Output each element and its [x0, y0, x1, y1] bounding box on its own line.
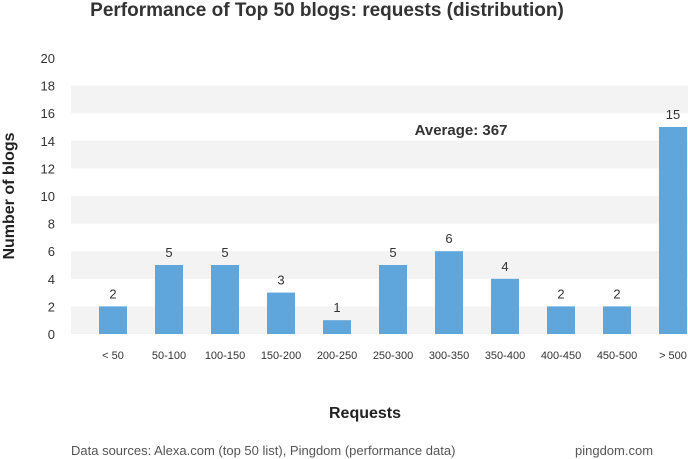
grid-band — [71, 140, 688, 169]
grid-band — [71, 85, 688, 114]
y-tick-label: 2 — [48, 299, 55, 314]
chart-title: Performance of Top 50 blogs: requests (d… — [90, 0, 564, 21]
y-tick-label: 4 — [48, 272, 55, 287]
data-label: 2 — [109, 286, 116, 301]
y-tick-label: 12 — [41, 161, 55, 176]
x-tick-label: 100-150 — [205, 350, 245, 362]
bar — [99, 306, 127, 334]
bar — [603, 306, 631, 334]
x-tick-label: 400-450 — [541, 350, 581, 362]
bar — [435, 251, 463, 334]
data-label: 5 — [221, 245, 228, 260]
bar — [267, 292, 295, 334]
bar — [211, 265, 239, 334]
y-tick-label: 20 — [41, 51, 55, 66]
y-tick-label: 8 — [48, 217, 55, 232]
x-axis-ticks: < 50 50-100 100-150 150-200 200-250 250-300 30… — [102, 350, 687, 362]
brand-label: pingdom.com — [575, 443, 654, 458]
data-label: 3 — [277, 273, 284, 288]
data-label: 2 — [557, 286, 564, 301]
bar — [379, 265, 407, 334]
x-tick-label: 50-100 — [152, 350, 186, 362]
y-tick-label: 16 — [41, 106, 55, 121]
y-tick-label: 10 — [41, 189, 55, 204]
x-tick-label: 200-250 — [317, 350, 357, 362]
y-axis-title: Number of blogs — [1, 132, 18, 259]
data-label: 5 — [389, 245, 396, 260]
x-tick-label: < 50 — [102, 350, 124, 362]
y-tick-label: 0 — [48, 327, 55, 342]
bar — [659, 127, 687, 334]
data-label: 6 — [445, 231, 452, 246]
bar — [491, 278, 519, 334]
data-label: 5 — [165, 245, 172, 260]
x-tick-label: 300-350 — [429, 350, 469, 362]
y-axis-ticks: 0 2 4 6 8 10 12 14 16 18 20 — [41, 51, 55, 342]
data-label: 2 — [613, 286, 620, 301]
bar — [547, 306, 575, 334]
bars — [99, 127, 687, 334]
data-label: 15 — [666, 107, 680, 122]
data-label: 1 — [333, 300, 340, 315]
x-tick-label: 250-300 — [373, 350, 413, 362]
data-label: 4 — [501, 259, 508, 274]
x-tick-label: 150-200 — [261, 350, 301, 362]
average-annotation: Average: 367 — [415, 122, 508, 139]
data-sources-note: Data sources: Alexa.com (top 50 list), P… — [71, 443, 456, 458]
y-tick-label: 6 — [48, 244, 55, 259]
x-tick-label: 450-500 — [597, 350, 637, 362]
x-tick-label: > 500 — [659, 350, 687, 362]
x-axis-title: Requests — [329, 405, 401, 422]
bar — [323, 320, 351, 334]
x-tick-label: 350-400 — [485, 350, 525, 362]
y-tick-label: 18 — [41, 79, 55, 94]
y-tick-label: 14 — [41, 134, 55, 149]
grid-band — [71, 196, 688, 224]
bar — [155, 265, 183, 334]
